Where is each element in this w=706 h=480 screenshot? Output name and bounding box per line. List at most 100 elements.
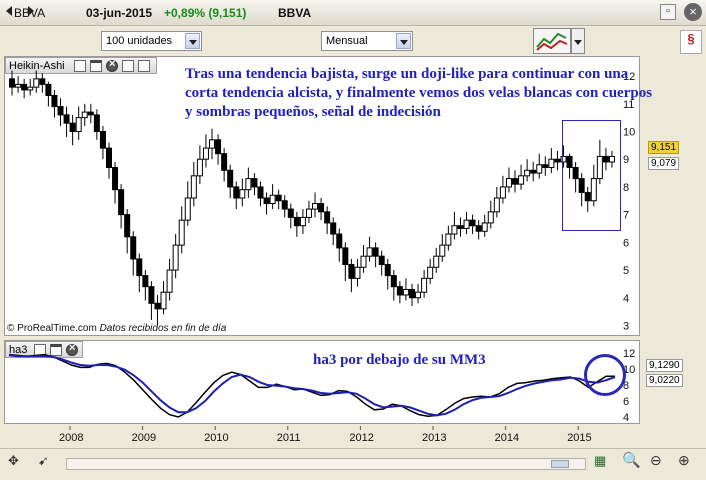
ha3-value-badge: 9,1290	[646, 359, 683, 372]
candle-body	[330, 222, 337, 235]
candle-body	[512, 178, 519, 185]
toolbar: 100 unidades Mensual §	[0, 27, 706, 56]
candle-body	[33, 78, 40, 88]
candle-body	[457, 225, 464, 229]
horizontal-scrollbar[interactable]	[66, 458, 586, 470]
zoom-out-icon[interactable]: ⊖	[650, 452, 662, 468]
candle-body	[305, 208, 312, 218]
main-panel-title: Heikin-Ashi	[9, 60, 65, 72]
settings-icon[interactable]	[74, 60, 86, 72]
arrow-right-icon[interactable]	[28, 6, 34, 16]
y-tick-label: 12	[623, 71, 635, 83]
last-price-badge: 9,151	[648, 141, 680, 154]
candle-body	[396, 286, 403, 296]
zoom-in-icon[interactable]: ⊕	[678, 452, 690, 468]
arrow-left-icon[interactable]	[6, 6, 12, 16]
y-tick-label: 7	[623, 210, 629, 222]
candle-body	[202, 147, 209, 160]
close-panel-icon[interactable]	[66, 342, 78, 356]
tools-icon[interactable]: ▦	[594, 453, 607, 468]
title-bar: BBVA 03-jun-2015 +0,89% (9,151) BBVA ▫ ×	[0, 0, 706, 26]
candle-body	[384, 264, 391, 277]
move-icon[interactable]: ✥	[8, 453, 19, 468]
title-date: 03-jun-2015	[86, 6, 153, 20]
units-dropdown-value: 100 unidades	[106, 35, 173, 47]
cursor-icon[interactable]: ➹	[38, 453, 49, 468]
candle-body	[312, 203, 319, 210]
bottom-toolbar: ✥ ➹ ▦ 🔍 ⊖ ⊕	[0, 448, 706, 480]
candle-body	[378, 255, 385, 265]
main-annotation: Tras una tendencia bajista, surge un doj…	[185, 66, 653, 120]
units-dropdown[interactable]: 100 unidades	[101, 31, 202, 51]
candle-body	[15, 83, 22, 88]
window-icon[interactable]	[50, 344, 62, 356]
candle-body	[245, 178, 252, 191]
indicator-panel: ha3 4 6 8 10 12 ha3 por debajo de su MM3	[4, 340, 640, 424]
y-tick-label: 4	[623, 412, 629, 423]
candle-body	[27, 86, 34, 91]
candle-body	[390, 275, 397, 288]
candle-body	[69, 122, 76, 132]
period-dropdown-value: Mensual	[326, 35, 368, 47]
candle-body	[493, 197, 500, 213]
close-panel-icon[interactable]	[106, 58, 118, 72]
mm3-value-badge: 9,0220	[646, 374, 683, 387]
y-tick-label: 6	[623, 396, 629, 408]
candle-body	[75, 117, 82, 132]
title-symbol: BBVA	[14, 6, 46, 20]
candle-body	[596, 155, 603, 180]
move-down-icon[interactable]	[138, 60, 150, 72]
chart-type-menu-button[interactable]	[571, 28, 585, 54]
chevron-down-icon[interactable]	[185, 33, 200, 49]
y-tick-label: 8	[623, 182, 629, 194]
indicator-panel-header: ha3	[5, 341, 83, 358]
candle-body	[366, 247, 373, 257]
candle-body	[190, 175, 197, 199]
candle-body	[148, 286, 155, 304]
move-up-icon[interactable]	[122, 60, 134, 72]
y-tick-label: 3	[623, 320, 629, 332]
close-icon[interactable]: ×	[684, 3, 702, 21]
candle-body	[427, 266, 434, 279]
candle-body	[360, 255, 367, 268]
y-tick-label: 11	[623, 99, 634, 111]
candle-body	[566, 155, 573, 169]
candle-body	[560, 155, 567, 163]
candle-body	[584, 191, 591, 202]
y-tick-label: 4	[623, 293, 629, 305]
scrollbar-thumb[interactable]	[551, 460, 569, 468]
candle-body	[118, 189, 125, 216]
candle-body	[469, 219, 476, 227]
candle-body	[154, 302, 161, 310]
chart-type-button[interactable]	[533, 28, 571, 54]
ha3-line	[8, 353, 615, 418]
chevron-down-icon	[574, 40, 582, 45]
candle-body	[451, 225, 458, 235]
candle-body	[445, 233, 452, 246]
indicator-panel-title: ha3	[9, 344, 28, 356]
candle-body	[81, 111, 88, 119]
candle-body	[299, 216, 306, 227]
window-icon[interactable]	[90, 60, 102, 72]
highlight-rectangle	[562, 120, 621, 231]
candle-body	[415, 291, 422, 299]
maximize-icon[interactable]: ▫	[660, 4, 676, 20]
candle-body	[524, 169, 531, 177]
y-tick-label: 12	[623, 348, 635, 360]
refresh-icon[interactable]: §	[680, 30, 702, 54]
candle-body	[602, 155, 609, 163]
candle-body	[178, 219, 185, 246]
zoom-select-icon[interactable]: 🔍	[622, 452, 641, 469]
data-source-text: Datos recibidos en fin de día	[99, 323, 227, 334]
candle-body	[227, 169, 234, 188]
chevron-down-icon[interactable]	[396, 33, 411, 49]
secondary-price-badge: 9,079	[648, 157, 680, 170]
candle-body	[51, 94, 58, 108]
y-tick-label: 10	[623, 127, 635, 139]
candle-body	[263, 197, 270, 205]
candle-body	[93, 114, 100, 132]
period-dropdown[interactable]: Mensual	[321, 31, 413, 51]
candle-body	[402, 288, 409, 296]
main-chart-panel: Heikin-Ashi 3 4 5 6 7 8 9 10 11 12 Tras una tende…	[4, 56, 652, 336]
candle-body	[499, 186, 506, 199]
